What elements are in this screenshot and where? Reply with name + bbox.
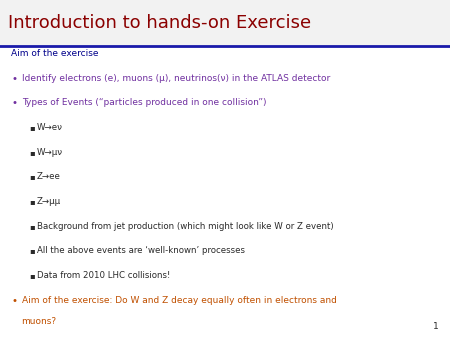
Text: 1: 1 xyxy=(433,321,439,331)
Text: Aim of the exercise: Do W and Z decay equally often in electrons and: Aim of the exercise: Do W and Z decay eq… xyxy=(22,296,337,305)
Text: W→eν: W→eν xyxy=(37,123,63,132)
Text: Data from 2010 LHC collisions!: Data from 2010 LHC collisions! xyxy=(37,271,170,280)
Text: Background from jet production (which might look like W or Z event): Background from jet production (which mi… xyxy=(37,222,333,231)
Text: muons?: muons? xyxy=(22,317,57,327)
Bar xyxy=(0,0,450,46)
Text: ▪: ▪ xyxy=(29,271,35,280)
Text: All the above events are ‘well-known’ processes: All the above events are ‘well-known’ pr… xyxy=(37,246,245,256)
Text: •: • xyxy=(11,98,17,108)
Text: ▪: ▪ xyxy=(29,148,35,157)
Text: Z→μμ: Z→μμ xyxy=(37,197,61,206)
Text: ▪: ▪ xyxy=(29,197,35,206)
Text: ▪: ▪ xyxy=(29,172,35,182)
Text: •: • xyxy=(11,296,17,306)
Text: Introduction to hands-on Exercise: Introduction to hands-on Exercise xyxy=(8,14,311,32)
Text: Types of Events (“particles produced in one collision”): Types of Events (“particles produced in … xyxy=(22,98,266,107)
Text: ▪: ▪ xyxy=(29,123,35,132)
Text: ▪: ▪ xyxy=(29,222,35,231)
Text: ▪: ▪ xyxy=(29,246,35,256)
Text: Identify electrons (e), muons (μ), neutrinos(ν) in the ATLAS detector: Identify electrons (e), muons (μ), neutr… xyxy=(22,74,330,83)
Text: Z→ee: Z→ee xyxy=(37,172,61,182)
Text: •: • xyxy=(11,74,17,84)
Text: W→μν: W→μν xyxy=(37,148,63,157)
Text: Aim of the exercise: Aim of the exercise xyxy=(11,49,99,58)
